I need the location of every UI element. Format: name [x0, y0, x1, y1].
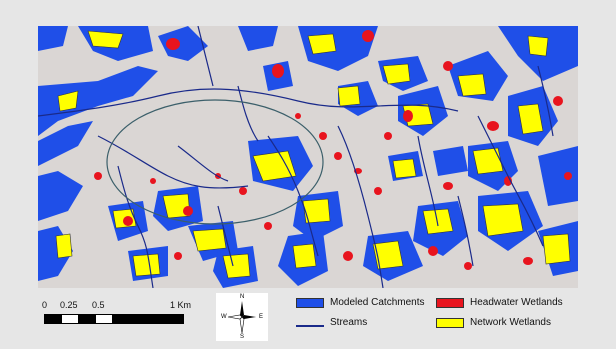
scale-segment: [78, 314, 96, 324]
legend-label: Network Wetlands: [470, 317, 551, 328]
north-label: N: [240, 294, 245, 300]
legend-label: Streams: [330, 317, 368, 328]
scale-label-1km: 1 Km: [170, 300, 192, 310]
scale-label-05: 0.5: [92, 300, 105, 310]
map-panel[interactable]: [38, 26, 578, 288]
headwater-swatch: [436, 298, 464, 308]
scale-segment: [112, 314, 184, 324]
stream-line-icon: [296, 325, 324, 327]
network-wetlands-layer: [55, 30, 571, 279]
east-label: E: [259, 314, 264, 320]
scale-bar: 0 0.25 0.5 1 Km: [42, 300, 204, 330]
north-arrow: N S W E: [216, 293, 268, 341]
scale-segment: [95, 314, 113, 324]
scale-label-0: 0: [42, 300, 48, 310]
headwater-wetlands-layer: [94, 30, 572, 270]
wetland-map: [38, 26, 578, 288]
map-legend: Modeled Catchments Headwater Wetlands St…: [296, 296, 596, 336]
scale-label-025: 0.25: [60, 300, 78, 310]
legend-label: Modeled Catchments: [330, 297, 425, 308]
streams-layer: [38, 26, 554, 288]
south-label: S: [240, 334, 245, 340]
west-label: W: [221, 314, 227, 320]
catchment-swatch: [296, 298, 324, 308]
scale-segment: [61, 314, 79, 324]
compass-icon: [227, 301, 256, 334]
highlight-ellipse: [106, 99, 324, 225]
stream-swatch: [296, 318, 324, 328]
scale-segment: [44, 314, 62, 324]
network-swatch: [436, 318, 464, 328]
legend-label: Headwater Wetlands: [470, 297, 563, 308]
